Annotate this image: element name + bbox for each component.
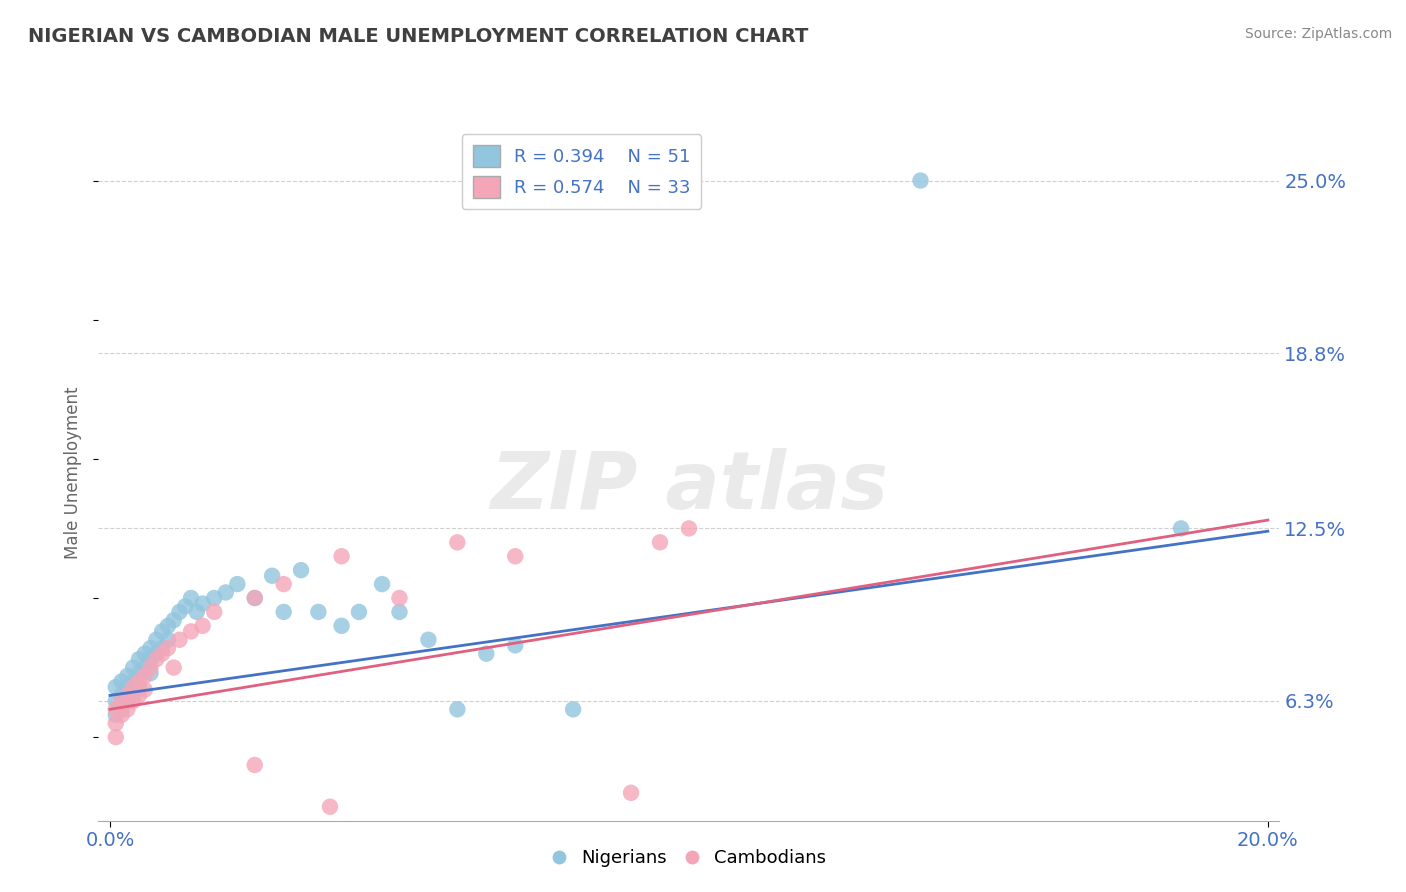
Point	[117, 669, 139, 683]
Point	[122, 674, 145, 689]
Point	[243, 591, 266, 605]
Point	[134, 660, 156, 674]
Point	[307, 605, 329, 619]
Point	[110, 702, 132, 716]
Y-axis label: Male Unemployment: Male Unemployment	[65, 386, 83, 559]
Point	[215, 585, 238, 599]
Point	[226, 577, 249, 591]
Point	[128, 652, 150, 666]
Point	[243, 591, 266, 605]
Point	[117, 702, 139, 716]
Point	[156, 641, 179, 656]
Point	[134, 647, 156, 661]
Point	[150, 624, 173, 639]
Point	[388, 591, 411, 605]
Point	[156, 619, 179, 633]
Point	[156, 632, 179, 647]
Legend: Nigerians, Cambodians: Nigerians, Cambodians	[546, 842, 832, 874]
Point	[139, 652, 162, 666]
Point	[122, 694, 145, 708]
Point	[110, 707, 132, 722]
Point	[134, 669, 156, 683]
Point	[330, 619, 353, 633]
Point	[503, 549, 526, 564]
Point	[117, 689, 139, 703]
Point	[273, 605, 295, 619]
Text: Source: ZipAtlas.com: Source: ZipAtlas.com	[1244, 27, 1392, 41]
Point	[243, 758, 266, 772]
Point	[104, 707, 127, 722]
Point	[319, 799, 342, 814]
Legend: R = 0.394    N = 51, R = 0.574    N = 33: R = 0.394 N = 51, R = 0.574 N = 33	[461, 134, 702, 209]
Point	[174, 599, 197, 614]
Point	[620, 786, 643, 800]
Point	[117, 680, 139, 694]
Point	[290, 563, 312, 577]
Point	[139, 666, 162, 681]
Point	[110, 689, 132, 703]
Text: ZIP atlas: ZIP atlas	[489, 448, 889, 525]
Point	[145, 647, 167, 661]
Point	[104, 730, 127, 744]
Point	[150, 647, 173, 661]
Point	[163, 660, 186, 674]
Point	[128, 666, 150, 681]
Point	[104, 694, 127, 708]
Point	[202, 591, 225, 605]
Point	[110, 674, 132, 689]
Point	[347, 605, 370, 619]
Point	[475, 647, 498, 661]
Point	[202, 605, 225, 619]
Point	[128, 680, 150, 694]
Point	[104, 680, 127, 694]
Point	[191, 619, 214, 633]
Point	[648, 535, 671, 549]
Point	[446, 535, 468, 549]
Point	[163, 613, 186, 627]
Point	[446, 702, 468, 716]
Point	[273, 577, 295, 591]
Point	[678, 521, 700, 535]
Point	[262, 568, 284, 582]
Point	[128, 689, 150, 703]
Point	[503, 638, 526, 652]
Point	[169, 605, 191, 619]
Point	[139, 660, 162, 674]
Point	[117, 694, 139, 708]
Point	[122, 689, 145, 703]
Point	[122, 680, 145, 694]
Point	[388, 605, 411, 619]
Point	[191, 597, 214, 611]
Point	[150, 641, 173, 656]
Text: NIGERIAN VS CAMBODIAN MALE UNEMPLOYMENT CORRELATION CHART: NIGERIAN VS CAMBODIAN MALE UNEMPLOYMENT …	[28, 27, 808, 45]
Point	[180, 624, 202, 639]
Point	[145, 652, 167, 666]
Point	[1170, 521, 1192, 535]
Point	[104, 716, 127, 731]
Point	[128, 674, 150, 689]
Point	[562, 702, 585, 716]
Point	[371, 577, 394, 591]
Point	[169, 632, 191, 647]
Point	[145, 632, 167, 647]
Point	[910, 173, 932, 187]
Point	[110, 694, 132, 708]
Point	[139, 641, 162, 656]
Point	[104, 702, 127, 716]
Point	[330, 549, 353, 564]
Point	[122, 660, 145, 674]
Point	[186, 605, 208, 619]
Point	[134, 682, 156, 697]
Point	[418, 632, 440, 647]
Point	[180, 591, 202, 605]
